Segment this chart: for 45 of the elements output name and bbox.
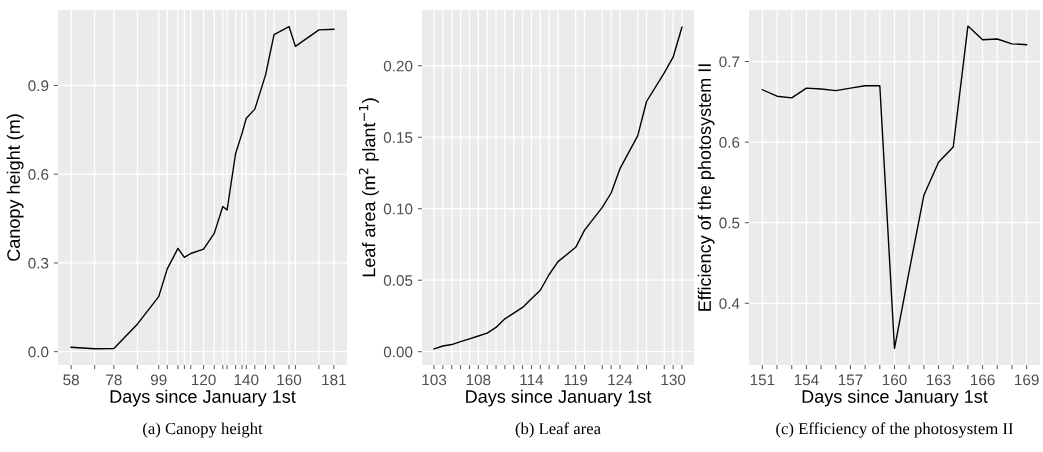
x-tick-label: 160 — [882, 374, 907, 386]
y-tick-label: 0.0 — [28, 346, 49, 358]
y-tick-label: 0.3 — [28, 257, 49, 269]
y-tick-label: 0.9 — [28, 80, 49, 92]
x-tick-label: 181 — [322, 374, 346, 386]
x-tick-label: 58 — [63, 374, 79, 386]
y-tick-label: 0.4 — [719, 298, 740, 309]
line-series — [433, 26, 683, 350]
x-tick-label: 108 — [466, 374, 491, 386]
x-tick-label: 130 — [661, 374, 686, 386]
x-tick-label: 140 — [234, 374, 259, 386]
x-tick-label: 119 — [564, 374, 588, 386]
x-tick-label: 151 — [750, 374, 775, 386]
y-tick-label: 0.6 — [719, 137, 740, 148]
x-tick-label: 78 — [106, 374, 122, 386]
y-axis-title: Canopy height (m) — [6, 114, 24, 261]
x-tick-label: 163 — [926, 374, 951, 386]
y-tick-label: 0.15 — [383, 132, 413, 143]
y-axis-title: Leaf area (m$^{2}$ plant$^{−1}$) — [358, 98, 379, 277]
y-tick-label: 0.5 — [719, 217, 740, 229]
x-tick-label: 154 — [794, 374, 819, 386]
x-tick-label: 120 — [191, 374, 216, 386]
line-series — [761, 25, 1028, 350]
x-tick-label: 114 — [520, 374, 544, 386]
x-tick-label: 124 — [608, 374, 633, 386]
y-tick-label: 0.6 — [28, 169, 49, 180]
line-series — [70, 25, 335, 350]
x-tick-label: 166 — [971, 374, 995, 386]
x-axis-title: Days since January 1st — [110, 389, 296, 407]
y-axis-title: Efficiency of the photosystem II — [697, 64, 715, 311]
y-tick-label: 0.05 — [383, 275, 413, 286]
text: (b) Leaf area — [515, 422, 601, 438]
y-tick-label: 0.20 — [383, 60, 413, 72]
x-axis-title: Days since January 1st — [466, 389, 652, 407]
y-tick-label: 0.7 — [719, 56, 740, 68]
x-tick-label: 99 — [150, 374, 167, 386]
text: (c) Efficiency of the photosystem II — [776, 422, 1013, 438]
x-tick-label: 157 — [838, 374, 863, 386]
x-axis-title: Days since January 1st — [802, 389, 988, 407]
y-tick-label: 0.10 — [383, 203, 413, 215]
x-tick-label: 160 — [277, 374, 302, 386]
x-tick-label: 169 — [1015, 374, 1039, 386]
y-tick-label: 0.00 — [383, 346, 413, 358]
x-tick-label: 103 — [422, 374, 447, 386]
text: (a) Canopy height — [143, 422, 263, 438]
